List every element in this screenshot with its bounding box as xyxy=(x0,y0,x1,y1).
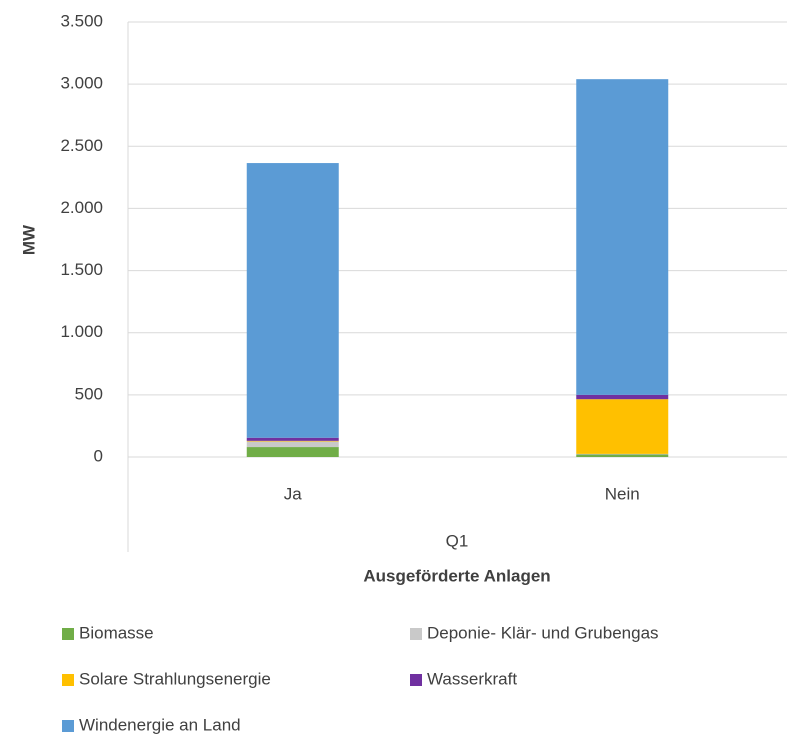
legend-swatch xyxy=(410,674,422,686)
y-tick-label: 500 xyxy=(75,384,103,403)
bar-segment xyxy=(576,394,669,400)
bar-segment xyxy=(246,437,339,441)
x-tick-label: Nein xyxy=(605,484,640,503)
bar-segment xyxy=(246,441,339,448)
bar-segment xyxy=(576,453,669,455)
x-axis-title: Ausgeförderte Anlagen xyxy=(363,566,550,585)
y-tick-label: 0 xyxy=(94,446,103,465)
bar-segment xyxy=(246,163,339,438)
x-tick-label: Ja xyxy=(284,484,303,503)
bar-segment xyxy=(576,454,669,457)
y-tick-label: 3.000 xyxy=(60,74,103,93)
y-tick-label: 2.000 xyxy=(60,198,103,217)
y-tick-label: 3.500 xyxy=(60,11,103,30)
y-axis-title: MW xyxy=(19,224,38,255)
legend-label: Wasserkraft xyxy=(427,669,517,688)
y-tick-label: 2.500 xyxy=(60,136,103,155)
legend-swatch xyxy=(62,674,74,686)
bar-segment xyxy=(246,440,339,442)
y-tick-label: 1.000 xyxy=(60,322,103,341)
legend-label: Biomasse xyxy=(79,623,154,642)
legend-swatch xyxy=(62,720,74,732)
bar-segment xyxy=(576,399,669,454)
legend-label: Deponie- Klär- und Grubengas xyxy=(427,623,659,642)
bar-segment xyxy=(576,79,669,395)
y-tick-label: 1.500 xyxy=(60,260,103,279)
bar-segment xyxy=(246,447,339,457)
group-label: Q1 xyxy=(446,531,469,550)
legend-label: Windenergie an Land xyxy=(79,715,241,734)
legend-swatch xyxy=(410,628,422,640)
legend-swatch xyxy=(62,628,74,640)
legend-label: Solare Strahlungsenergie xyxy=(79,669,271,688)
